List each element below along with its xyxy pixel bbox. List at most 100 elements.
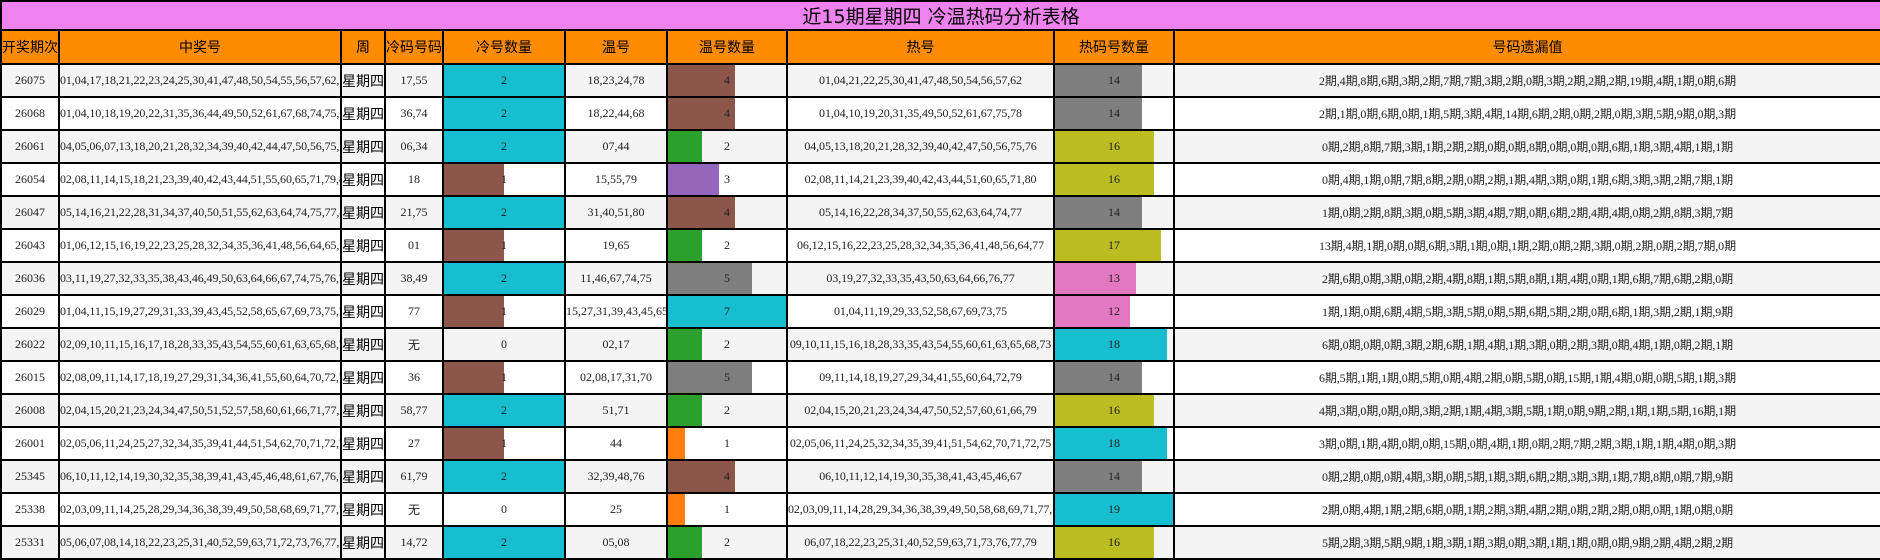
hot-count-bar	[1056, 495, 1172, 524]
hot-count-value: 18	[1108, 337, 1120, 351]
hot-count-value: 14	[1108, 370, 1120, 384]
warm-count-cell: 4	[666, 96, 788, 131]
hot-count-bar	[1056, 198, 1142, 227]
winning-numbers-cell: 02,05,06,11,24,25,27,32,34,35,39,41,44,5…	[58, 426, 342, 461]
cold-numbers-cell: 01	[384, 228, 444, 263]
cold-count-value: 2	[501, 139, 507, 153]
cold-count-cell: 2	[442, 459, 566, 494]
hot-count-value: 16	[1108, 535, 1120, 549]
cold-count-value: 1	[501, 238, 507, 252]
missing-values-cell: 2期,0期,4期,1期,2期,6期,0期,1期,2期,3期,4期,2期,0期,2…	[1173, 492, 1880, 527]
cold-count-cell: 2	[442, 393, 566, 428]
hot-count-value: 14	[1108, 205, 1120, 219]
missing-values-cell: 6期,0期,0期,0期,3期,2期,6期,1期,4期,1期,3期,0期,2期,3…	[1173, 327, 1880, 362]
week-cell: 星期四	[340, 162, 386, 197]
warm-count-value: 5	[724, 370, 730, 384]
warm-count-value: 3	[724, 172, 730, 186]
hot-count-value: 14	[1108, 106, 1120, 120]
warm-count-value: 7	[724, 304, 730, 318]
week-cell: 星期四	[340, 96, 386, 131]
winning-numbers-cell: 01,04,10,18,19,20,22,31,35,36,44,49,50,5…	[58, 96, 342, 131]
hot-numbers-cell: 06,07,18,22,23,25,31,40,52,59,63,71,73,7…	[786, 525, 1055, 560]
hot-count-bar	[1056, 165, 1155, 194]
hot-count-value: 14	[1108, 469, 1120, 483]
hot-count-bar	[1056, 330, 1167, 359]
winning-numbers-cell: 04,05,06,07,13,18,20,21,28,32,34,39,40,4…	[58, 129, 342, 164]
week-cell: 星期四	[340, 525, 386, 560]
cold-count-value: 2	[501, 205, 507, 219]
period-cell: 25345	[0, 459, 60, 494]
week-cell: 星期四	[340, 261, 386, 296]
hot-numbers-cell: 06,12,15,16,22,23,25,28,32,34,35,36,41,4…	[786, 228, 1055, 263]
cold-count-bar	[445, 264, 563, 293]
warm-count-cell: 4	[666, 195, 788, 230]
cold-count-cell: 0	[442, 492, 566, 527]
cold-count-bar	[445, 198, 563, 227]
table-row: 26008 02,04,15,20,21,23,24,34,47,50,51,5…	[0, 393, 1880, 428]
cold-count-cell: 2	[442, 63, 566, 98]
cold-numbers-cell: 58,77	[384, 393, 444, 428]
warm-count-cell: 3	[666, 162, 788, 197]
cold-count-bar	[445, 396, 563, 425]
warm-count-value: 2	[724, 535, 730, 549]
period-cell: 26008	[0, 393, 60, 428]
cold-count-bar	[445, 99, 563, 128]
cold-numbers-cell: 36	[384, 360, 444, 395]
warm-numbers-cell: 11,46,67,74,75	[564, 261, 668, 296]
table-row: 26015 02,08,09,11,14,17,18,19,27,29,31,3…	[0, 360, 1880, 395]
hot-count-cell: 16	[1053, 129, 1175, 164]
hot-count-cell: 14	[1053, 360, 1175, 395]
header-row: 开奖期次 中奖号 周 冷码号码 冷号数量 温号 温号数量 热号 热码号数量 号码…	[0, 29, 1880, 65]
warm-numbers-cell: 51,71	[564, 393, 668, 428]
period-cell: 26047	[0, 195, 60, 230]
cold-count-bar	[445, 66, 563, 95]
week-cell: 星期四	[340, 459, 386, 494]
hot-numbers-cell: 02,05,06,11,24,25,32,34,35,39,41,51,54,6…	[786, 426, 1055, 461]
warm-count-bar	[669, 363, 753, 392]
cold-count-cell: 1	[442, 228, 566, 263]
warm-count-value: 4	[724, 73, 730, 87]
table-row: 26036 03,11,19,27,32,33,35,38,43,46,49,5…	[0, 261, 1880, 296]
warm-count-cell: 2	[666, 525, 788, 560]
winning-numbers-cell: 02,08,11,14,15,18,21,23,39,40,42,43,44,5…	[58, 162, 342, 197]
winning-numbers-cell: 01,04,11,15,19,27,29,31,33,39,43,45,52,5…	[58, 294, 342, 329]
missing-values-cell: 5期,2期,3期,5期,9期,1期,3期,1期,3期,0期,3期,1期,1期,0…	[1173, 525, 1880, 560]
hot-numbers-cell: 01,04,10,19,20,31,35,49,50,52,61,67,75,7…	[786, 96, 1055, 131]
cold-count-cell: 2	[442, 261, 566, 296]
cold-count-cell: 1	[442, 162, 566, 197]
cold-count-bar	[445, 297, 504, 326]
hot-numbers-cell: 02,03,09,11,14,28,29,34,36,38,39,49,50,5…	[786, 492, 1055, 527]
warm-numbers-cell: 25	[564, 492, 668, 527]
hot-numbers-cell: 03,19,27,32,33,35,43,50,63,64,66,76,77	[786, 261, 1055, 296]
cold-count-value: 2	[501, 271, 507, 285]
cold-numbers-cell: 61,79	[384, 459, 444, 494]
cold-numbers-cell: 27	[384, 426, 444, 461]
week-cell: 星期四	[340, 129, 386, 164]
warm-count-cell: 2	[666, 228, 788, 263]
table-row: 25345 06,10,11,12,14,19,30,32,35,38,39,4…	[0, 459, 1880, 494]
hot-count-value: 13	[1108, 271, 1120, 285]
cold-count-value: 0	[501, 337, 507, 351]
warm-count-bar	[669, 297, 785, 326]
header-missing: 号码遗漏值	[1173, 29, 1880, 65]
warm-count-cell: 2	[666, 129, 788, 164]
cold-count-bar	[445, 429, 504, 458]
week-cell: 星期四	[340, 426, 386, 461]
cold-numbers-cell: 14,72	[384, 525, 444, 560]
warm-count-bar	[669, 429, 685, 458]
cold-count-cell: 0	[442, 327, 566, 362]
hot-count-bar	[1056, 231, 1161, 260]
week-cell: 星期四	[340, 393, 386, 428]
period-cell: 26068	[0, 96, 60, 131]
table-row: 26043 01,06,12,15,16,19,22,23,25,28,32,3…	[0, 228, 1880, 263]
warm-count-bar	[669, 231, 702, 260]
cold-numbers-cell: 无	[384, 327, 444, 362]
winning-numbers-cell: 06,10,11,12,14,19,30,32,35,38,39,41,43,4…	[58, 459, 342, 494]
hot-numbers-cell: 05,14,16,22,28,34,37,50,55,62,63,64,74,7…	[786, 195, 1055, 230]
warm-numbers-cell: 15,27,31,39,43,45,65	[564, 294, 668, 329]
warm-count-value: 1	[724, 436, 730, 450]
cold-numbers-cell: 77	[384, 294, 444, 329]
warm-count-bar	[669, 198, 736, 227]
warm-count-value: 2	[724, 238, 730, 252]
